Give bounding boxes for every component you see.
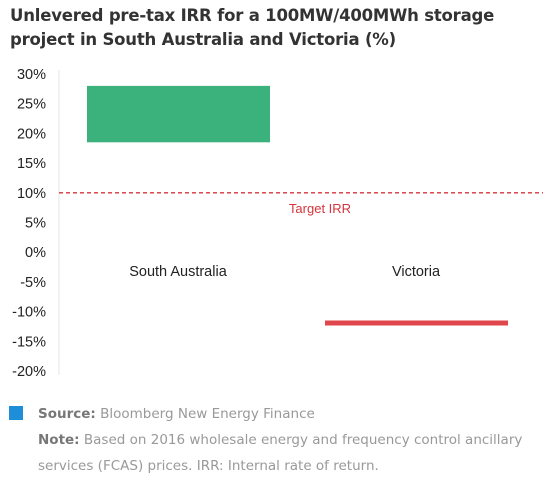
note-line: Note: Based on 2016 wholesale energy and… (38, 428, 522, 452)
chart: 30% 25% 20% 15% 10% 5% 0% -5% -10% -15% -20% South … (12, 67, 543, 380)
y-tick-label: 25% (17, 97, 46, 113)
y-tick-label: -20% (12, 364, 46, 380)
y-tick-label: -15% (12, 334, 46, 350)
note-label: Note: (38, 432, 80, 448)
note-text-line1: Based on 2016 wholesale energy and frequ… (83, 432, 523, 448)
source-line: Source: Bloomberg New Energy Finance (38, 402, 315, 426)
y-tick-label: 5% (25, 216, 46, 232)
source-label: Source: (38, 406, 96, 422)
y-tick-label: 30% (17, 67, 46, 83)
y-tick-label: -5% (20, 275, 46, 291)
y-tick-label: 0% (25, 245, 46, 261)
y-tick-label: 20% (17, 126, 46, 142)
legend-square (9, 406, 23, 420)
bar-south-australia (87, 85, 270, 143)
y-tick-label: -10% (12, 305, 46, 321)
category-label: Victoria (392, 264, 441, 280)
category-label: South Australia (129, 264, 227, 280)
note-text-line2: services (FCAS) prices. IRR: Internal ra… (38, 458, 379, 474)
y-tick-label: 15% (17, 156, 46, 172)
source-text: Bloomberg New Energy Finance (100, 406, 315, 422)
note-line-2: services (FCAS) prices. IRR: Internal ra… (38, 454, 379, 478)
chart-title: Unlevered pre-tax IRR for a 100MW/400MWh… (10, 6, 495, 49)
bar-victoria (325, 320, 508, 326)
target-irr-label: Target IRR (289, 201, 351, 216)
y-tick-label: 10% (17, 186, 46, 202)
